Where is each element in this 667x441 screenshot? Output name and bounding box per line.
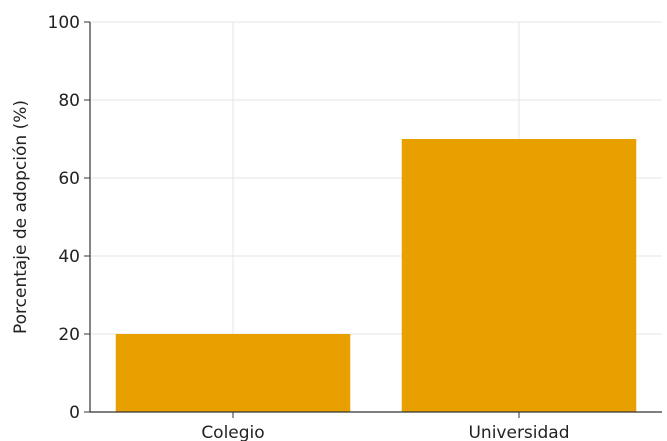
bar-colegio [115, 334, 351, 412]
y-tick-label: 80 [58, 91, 80, 111]
y-tick-label: 20 [58, 325, 80, 345]
y-tick-label: 100 [48, 13, 80, 33]
y-ticks: 0 20 40 60 80 100 [48, 13, 90, 423]
bars [115, 139, 637, 412]
y-tick-label: 0 [69, 403, 80, 423]
y-tick-label: 60 [58, 169, 80, 189]
x-ticks: Colegio Universidad [201, 412, 570, 441]
axes [89, 22, 662, 413]
x-tick-label: Colegio [201, 423, 264, 441]
x-tick-label: Universidad [468, 423, 569, 441]
bar-universidad [401, 139, 637, 412]
y-tick-label: 40 [58, 247, 80, 267]
y-axis-label: Porcentaje de adopción (%) [11, 100, 31, 334]
